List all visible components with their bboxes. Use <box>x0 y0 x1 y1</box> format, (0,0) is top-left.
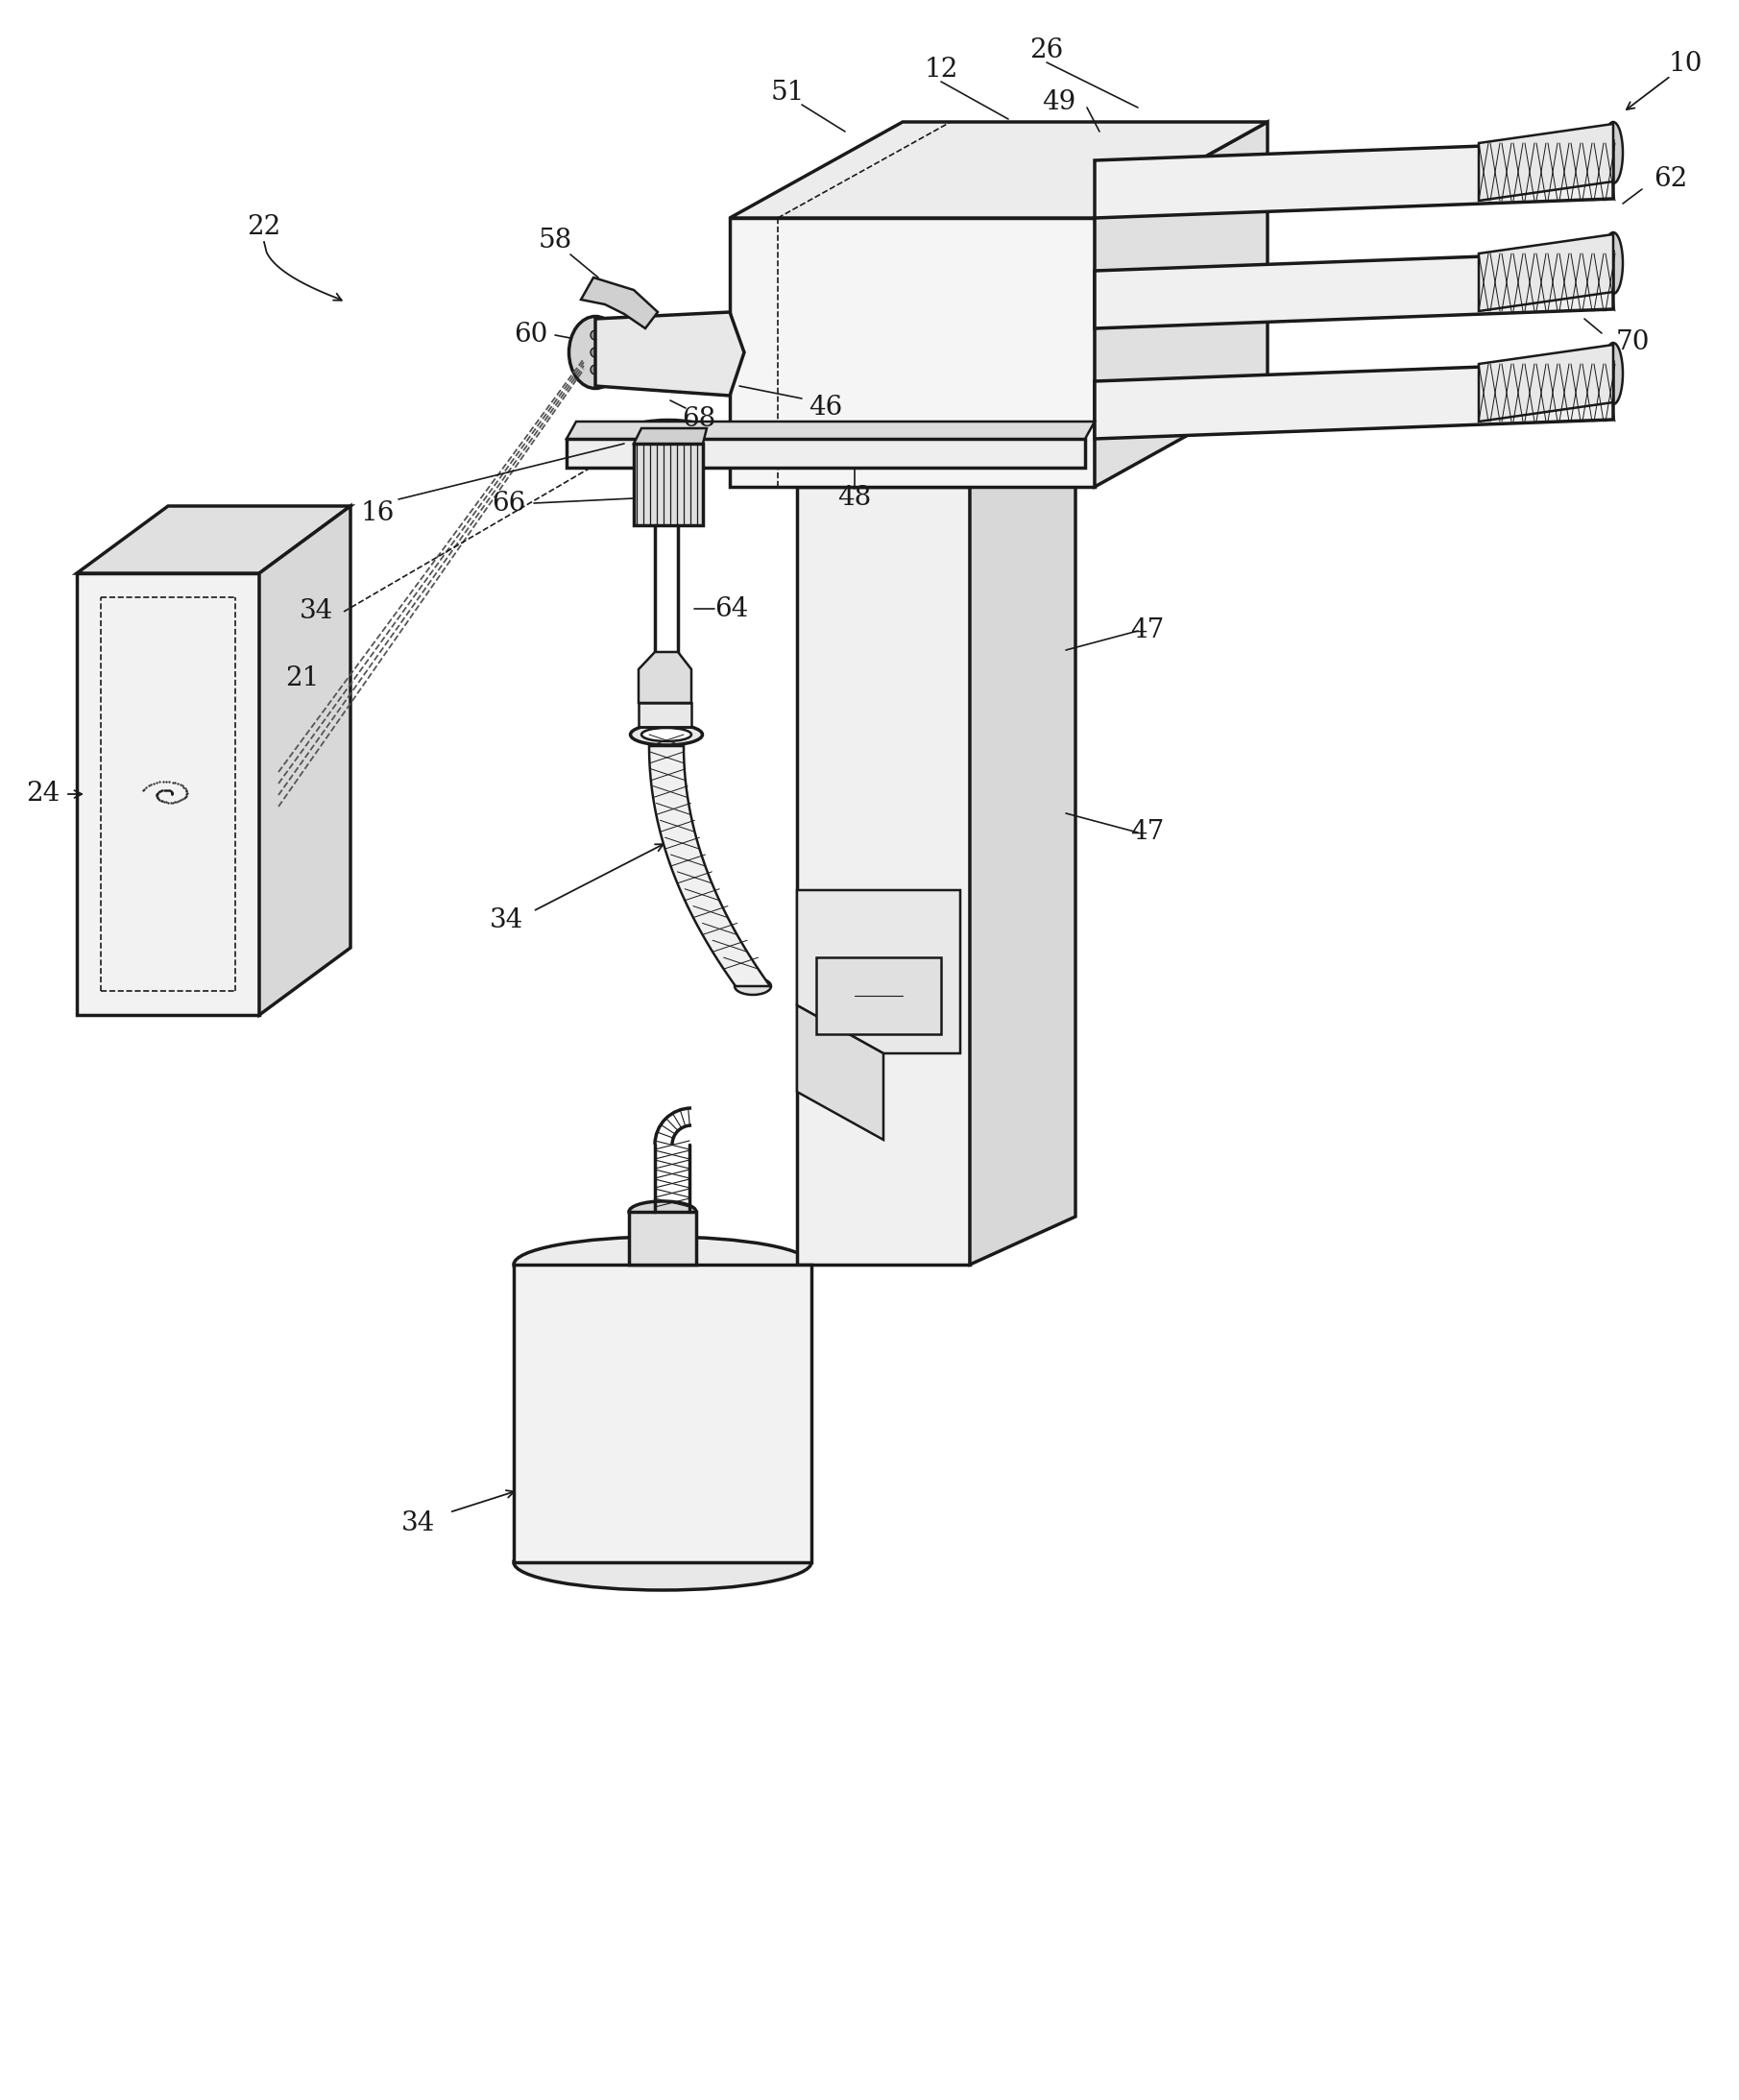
Ellipse shape <box>513 1535 812 1590</box>
Polygon shape <box>513 1264 812 1562</box>
Text: 34: 34 <box>299 598 334 624</box>
Polygon shape <box>1094 122 1268 487</box>
Polygon shape <box>796 1006 883 1140</box>
Polygon shape <box>730 122 1268 218</box>
Ellipse shape <box>631 724 703 746</box>
Polygon shape <box>816 958 941 1033</box>
Text: 34: 34 <box>400 1510 435 1537</box>
Circle shape <box>591 330 600 340</box>
Text: 60: 60 <box>515 321 548 349</box>
Text: 46: 46 <box>809 395 843 422</box>
Polygon shape <box>970 439 1075 1264</box>
Text: 48: 48 <box>838 485 871 510</box>
Ellipse shape <box>1099 149 1120 210</box>
Polygon shape <box>581 277 657 328</box>
Polygon shape <box>796 890 960 1054</box>
Text: 26: 26 <box>1029 38 1064 63</box>
Circle shape <box>591 365 600 374</box>
Polygon shape <box>1094 141 1614 218</box>
Text: 34: 34 <box>489 907 523 935</box>
Polygon shape <box>1478 344 1614 422</box>
Text: 68: 68 <box>682 407 716 433</box>
Text: 58: 58 <box>537 229 572 254</box>
Text: 47: 47 <box>1130 819 1165 846</box>
Circle shape <box>591 349 600 357</box>
Text: 12: 12 <box>923 57 958 82</box>
Ellipse shape <box>1603 122 1622 183</box>
Text: 24: 24 <box>26 781 61 806</box>
Ellipse shape <box>1603 233 1622 294</box>
Text: 64: 64 <box>715 596 748 622</box>
Polygon shape <box>1478 124 1614 202</box>
Polygon shape <box>567 439 1085 468</box>
Text: 49: 49 <box>1042 90 1075 116</box>
Ellipse shape <box>513 1237 812 1292</box>
Ellipse shape <box>734 977 770 995</box>
Ellipse shape <box>569 317 623 388</box>
Text: 10: 10 <box>1668 50 1702 78</box>
Text: 21: 21 <box>285 666 320 691</box>
Polygon shape <box>77 506 351 573</box>
Polygon shape <box>638 651 692 704</box>
Ellipse shape <box>1099 258 1120 321</box>
Ellipse shape <box>1603 342 1622 405</box>
Polygon shape <box>1094 361 1614 439</box>
Polygon shape <box>259 506 351 1014</box>
Polygon shape <box>633 443 703 525</box>
Polygon shape <box>77 573 259 1014</box>
Ellipse shape <box>854 981 903 1010</box>
Text: 16: 16 <box>360 500 395 525</box>
Polygon shape <box>796 439 1075 487</box>
Text: 62: 62 <box>1654 166 1689 193</box>
Polygon shape <box>730 218 1094 487</box>
Polygon shape <box>638 704 692 727</box>
Text: 66: 66 <box>492 489 525 517</box>
Polygon shape <box>1478 235 1614 311</box>
Polygon shape <box>595 313 744 395</box>
Ellipse shape <box>631 420 706 437</box>
Ellipse shape <box>1099 370 1120 430</box>
Polygon shape <box>649 746 770 987</box>
Text: 51: 51 <box>770 80 805 107</box>
Ellipse shape <box>630 1201 696 1222</box>
Polygon shape <box>567 422 1094 439</box>
Ellipse shape <box>642 729 692 741</box>
Polygon shape <box>633 428 706 443</box>
Text: 70: 70 <box>1616 330 1650 355</box>
Polygon shape <box>796 487 970 1264</box>
Polygon shape <box>1094 252 1614 328</box>
Polygon shape <box>630 1212 696 1264</box>
Text: 47: 47 <box>1130 617 1165 645</box>
Text: 22: 22 <box>247 214 282 242</box>
